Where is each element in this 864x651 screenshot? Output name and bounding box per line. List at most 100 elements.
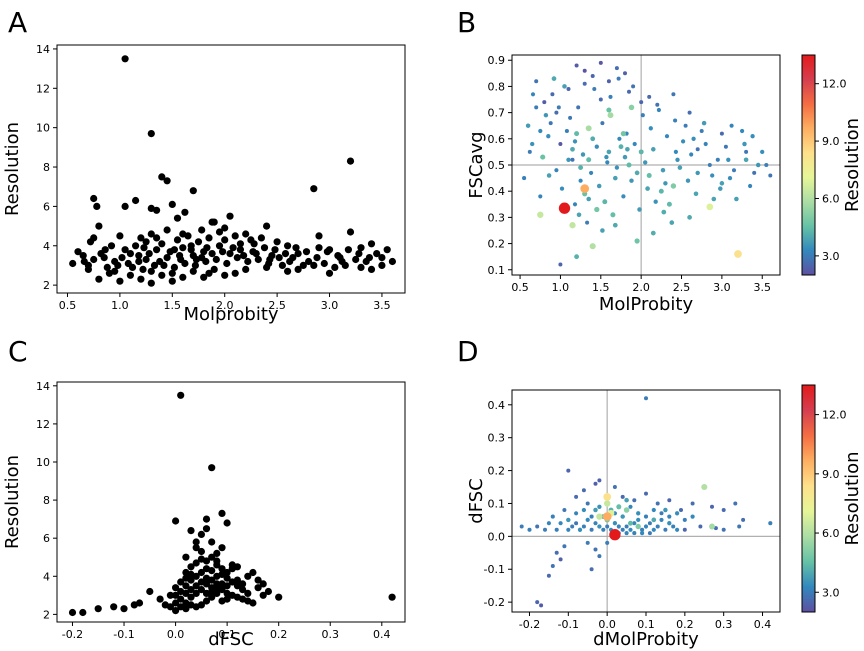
y-axis-title: Resolution — [2, 455, 23, 549]
scatter-point — [647, 94, 652, 99]
scatter-point — [202, 515, 211, 523]
scatter-point — [197, 530, 205, 539]
scatter-point — [135, 599, 144, 607]
scatter-point — [172, 591, 180, 599]
scatter-point — [643, 514, 649, 519]
scatter-point — [192, 544, 200, 552]
scatter-point — [620, 130, 627, 137]
scatter-point — [233, 254, 241, 262]
scatter-point — [543, 527, 547, 532]
scatter-point — [111, 267, 119, 275]
scatter-point — [635, 523, 641, 530]
y-tick-label: -0.1 — [484, 563, 505, 576]
scatter-point — [625, 146, 630, 152]
scatter-point — [522, 176, 527, 181]
scatter-point — [191, 261, 199, 269]
scatter-point — [640, 527, 645, 532]
scatter-point — [79, 608, 87, 617]
scatter-point — [647, 521, 652, 526]
scatter-point — [192, 589, 200, 598]
scatter-point — [352, 255, 360, 264]
scatter-point — [107, 242, 116, 250]
scatter-point — [713, 526, 718, 531]
colorbar-tick-label: 12.0 — [822, 78, 847, 91]
scatter-point — [208, 587, 216, 596]
scatter-point — [187, 242, 195, 250]
scatter-point — [574, 63, 579, 68]
scatter-point — [597, 524, 602, 529]
scatter-point — [534, 79, 539, 84]
scatter-point — [559, 186, 565, 191]
panel-a: A 0.5 1.0 1.5 2.0 2.5 3.0 3.5 2 4 6 8 10 12 14 Molprobi… — [2, 6, 406, 325]
scatter-point — [378, 261, 386, 269]
scatter-point — [646, 172, 652, 179]
scatter-point — [325, 246, 334, 254]
scatter-point — [572, 202, 578, 207]
y-tick-label: 12 — [36, 82, 50, 95]
scatter-point — [550, 564, 555, 568]
scatter-point — [145, 250, 153, 258]
scatter-point — [310, 185, 318, 193]
scatter-point — [585, 517, 590, 523]
scatter-point — [589, 567, 594, 572]
scatter-point — [260, 244, 269, 252]
scatter-point — [585, 501, 590, 506]
scatter-point — [205, 269, 213, 277]
scatter-point — [142, 255, 150, 264]
scatter-point — [223, 519, 231, 527]
x-tick-label: 0.5 — [511, 281, 529, 294]
scatter-point — [734, 250, 742, 258]
colorbar-tick-label: 9.0 — [822, 135, 840, 148]
scatter-point — [663, 507, 668, 513]
scatter-point — [74, 248, 82, 256]
scatter-point — [264, 587, 272, 596]
scatter-point — [606, 149, 612, 155]
colorbar: 3.0 6.0 9.0 12.0 Resolution — [801, 384, 863, 613]
scatter-point — [701, 483, 708, 491]
scatter-point — [593, 521, 598, 526]
scatter-point — [711, 196, 717, 202]
scatter-point — [660, 167, 666, 173]
scatter-point — [617, 136, 622, 141]
scatter-point — [236, 240, 244, 248]
scatter-point — [147, 230, 155, 238]
scatter-point — [566, 157, 571, 163]
scatter-point — [566, 517, 571, 523]
scatter-point — [706, 203, 714, 211]
scatter-point — [367, 265, 376, 273]
scatter-point — [566, 468, 571, 473]
scatter-point — [187, 527, 195, 535]
scatter-point — [598, 97, 603, 102]
scatter-point — [223, 259, 231, 268]
scatter-point — [194, 238, 203, 246]
scatter-point — [690, 501, 695, 506]
scatter-point — [616, 76, 621, 81]
scatter-point — [682, 517, 687, 522]
x-tick-label: 0.4 — [754, 618, 772, 631]
scatter-point — [642, 160, 648, 165]
scatter-point — [648, 126, 653, 131]
scatter-point — [623, 71, 627, 76]
scatter-point — [305, 257, 313, 266]
scatter-point — [558, 521, 563, 526]
scatter-point — [388, 257, 396, 266]
scatter-point — [755, 162, 761, 168]
scatter-point — [170, 246, 178, 254]
scatter-point — [659, 511, 664, 516]
scatter-point — [156, 595, 164, 603]
scatter-point — [764, 162, 769, 168]
x-tick-label: 3.0 — [713, 281, 731, 294]
scatter-point — [721, 508, 726, 512]
panel-c: C -0.2 -0.1 0.0 0.1 0.2 0.3 0.4 2 4 6 8 10 12 14 dFSC Re… — [2, 335, 406, 650]
scatter-point — [605, 524, 610, 529]
scatter-point — [597, 554, 602, 559]
scatter-point — [741, 517, 746, 522]
scatter-point — [628, 104, 635, 111]
scatter-point — [671, 524, 676, 529]
scatter-point — [139, 265, 147, 273]
scatter-point — [574, 521, 579, 526]
scatter-point — [558, 202, 571, 214]
scatter-point — [114, 261, 122, 269]
scatter-point — [254, 255, 262, 264]
